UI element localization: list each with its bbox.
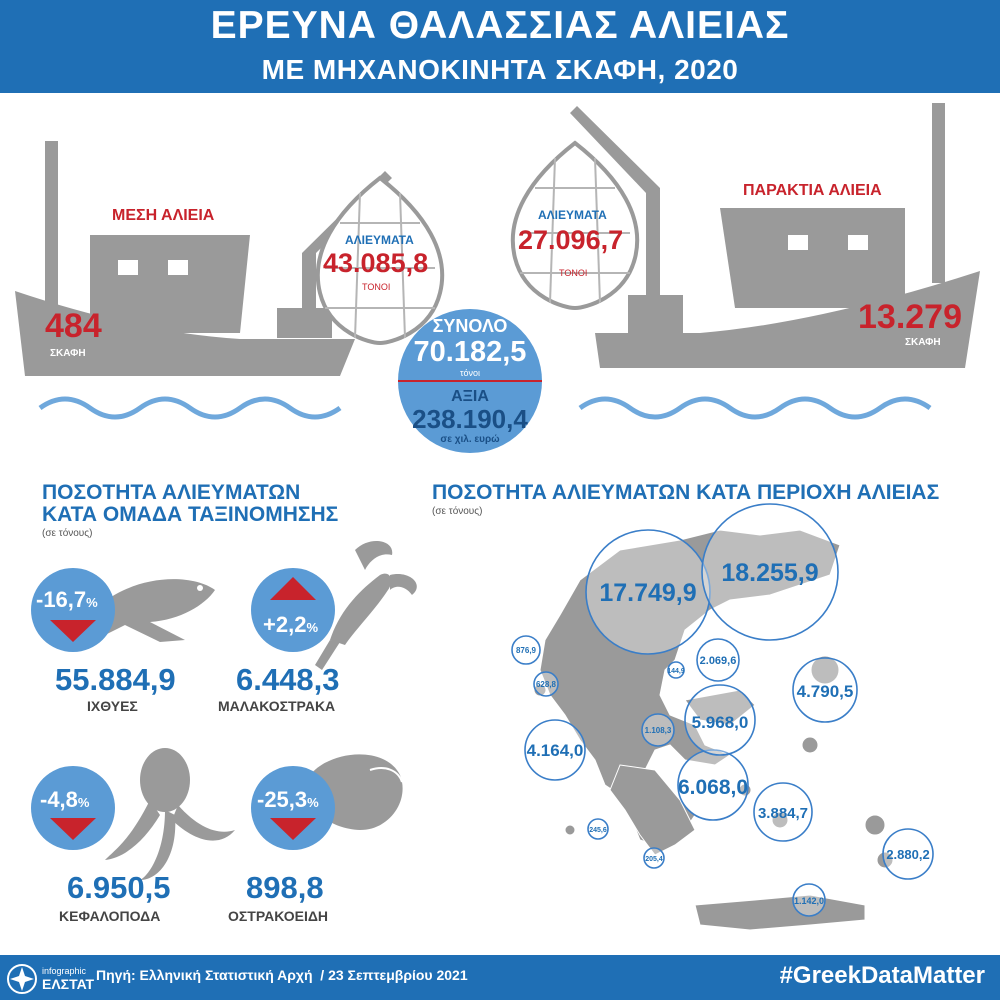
medium-vessels-unit: ΣΚΑΦΗ: [50, 348, 86, 359]
coastal-fishing-boat-icon: [570, 103, 980, 368]
change-badge-crustaceans: [251, 568, 335, 652]
region-bubble: [677, 749, 749, 821]
fish-icon: [95, 579, 215, 642]
region-bubble: [792, 883, 826, 917]
change-badge-cephalopods: [31, 766, 115, 850]
region-label: 1.142,0: [794, 896, 824, 906]
region-bubbles: [511, 503, 934, 917]
region-bubble: [882, 828, 934, 880]
region-bubble: [585, 529, 711, 655]
region-labels: 17.749,9 18.255,9 6.068,0 5.968,0 4.790,…: [516, 559, 930, 906]
region-bubble: [753, 782, 813, 842]
crustaceans-label: ΜΑΛΑΚΟΣΤΡΑΚΑ: [218, 698, 336, 714]
region-label: 1.108,3: [645, 726, 672, 735]
region-bubble: [587, 818, 609, 840]
regions-title: ΠΟΣΟΤΗΤΑ ΑΛΙΕΥΜΑΤΩΝ ΚΑΤΑ ΠΕΡΙΟΧΗ ΑΛΙΕΙΑΣ: [432, 481, 940, 504]
page-subtitle: ΜΕ ΜΗΧΑΝΟΚΙΝΗΤΑ ΣΚΑΦΗ, 2020: [261, 54, 739, 85]
region-bubble: [792, 657, 858, 723]
group-icons: [31, 540, 417, 880]
region-bubble: [643, 847, 665, 869]
region-bubble: [684, 684, 756, 756]
change-badge-shellfish: [251, 766, 335, 850]
region-label: 4.790,5: [797, 682, 854, 701]
shellfish-value: 898,8: [246, 870, 324, 905]
total-circle: [398, 309, 542, 453]
boats-illustration: [15, 103, 980, 453]
medium-fishing-boat-icon: [15, 141, 392, 376]
region-label: 2.880,2: [886, 847, 929, 862]
coastal-vessels-count: 13.279: [858, 298, 962, 336]
greece-bubble-map: 17.749,9 18.255,9 6.068,0 5.968,0 4.790,…: [511, 503, 934, 931]
groups-title-line2: ΚΑΤΑ ΟΜΑΔΑ ΤΑΞΙΝΟΜΗΣΗΣ: [42, 503, 339, 526]
coastal-fishing-label: ΠΑΡΑΚΤΙΑ ΑΛΙΕΙΑ: [743, 182, 882, 199]
fishing-net-icon: [315, 175, 445, 346]
groups-title-line1: ΠΟΣΟΤΗΤΑ ΑΛΙΕΥΜΑΤΩΝ: [42, 481, 301, 504]
region-label: 5.968,0: [692, 713, 749, 732]
total-unit: τόνοι: [459, 368, 481, 378]
medium-catch-value: 43.085,8: [323, 248, 429, 278]
cephalopods-label: ΚΕΦΑΛΟΠΟΔΑ: [59, 908, 161, 924]
value-label: ΑΞΙΑ: [451, 388, 489, 405]
shellfish-label: ΟΣΤΡΑΚΟΕΙΔΗ: [228, 908, 329, 924]
value-unit: σε χιλ. ευρώ: [440, 434, 500, 445]
region-label: 144,9: [667, 668, 685, 675]
greece-map-icon: [533, 529, 894, 931]
cephalopods-change: -4,8%: [40, 787, 90, 812]
shellfish-change: -25,3%: [257, 787, 319, 812]
groups-unit-note: (σε τόνους): [42, 528, 93, 539]
fish-value: 55.884,9: [55, 662, 176, 697]
octopus-icon: [105, 748, 235, 880]
region-bubble: [533, 671, 559, 697]
region-label: 245,6: [589, 827, 607, 834]
region-label: 3.884,7: [758, 805, 808, 822]
coastal-vessels-unit: ΣΚΑΦΗ: [905, 337, 941, 348]
region-bubble: [701, 503, 839, 641]
header-banner: [0, 0, 1000, 93]
coastal-catch-unit: ΤΟΝΟΙ: [559, 268, 588, 278]
lobster-icon: [315, 540, 417, 670]
footer-hashtag: #GreekDataMatter: [779, 962, 985, 989]
region-label: 205,4: [645, 856, 663, 863]
coastal-catch-label: ΑΛΙΕΥΜΑΤΑ: [538, 208, 607, 222]
elstat-logo-icon: [6, 963, 38, 995]
fish-change: -16,7%: [36, 587, 98, 612]
region-label: 876,9: [516, 646, 537, 655]
region-bubble: [524, 719, 586, 781]
total-value: 70.182,5: [413, 336, 527, 368]
footer-bar: [0, 955, 1000, 1000]
region-label: 628,8: [536, 680, 557, 689]
region-bubble: [511, 635, 541, 665]
medium-vessels-count: 484: [45, 307, 102, 345]
total-label: ΣΥΝΟΛΟ: [432, 316, 508, 336]
crustaceans-change: +2,2%: [263, 612, 318, 637]
fish-label: ΙΧΘΥΕΣ: [87, 698, 138, 714]
crustaceans-value: 6.448,3: [236, 662, 340, 697]
logo-sub: infographic: [42, 966, 87, 976]
region-bubble: [641, 713, 675, 747]
region-label: 4.164,0: [527, 741, 584, 760]
medium-catch-unit: ΤΟΝΟΙ: [362, 282, 391, 292]
coastal-catch-value: 27.096,7: [518, 225, 624, 255]
region-label: 2.069,6: [700, 655, 737, 667]
logo-text: ΕΛΣΤΑΤ: [42, 976, 95, 992]
fishing-net-icon: [510, 140, 640, 311]
change-badge-fish: [31, 568, 115, 652]
region-label: 17.749,9: [599, 579, 696, 607]
regions-unit-note: (σε τόνους): [432, 506, 483, 517]
wave-icon: [38, 396, 932, 420]
page-title: ΕΡΕΥΝΑ ΘΑΛΑΣΣΙΑΣ ΑΛΙΕΙΑΣ: [210, 4, 790, 47]
region-bubble: [696, 638, 740, 682]
region-label: 6.068,0: [678, 776, 748, 799]
region-label: 18.255,9: [721, 559, 818, 587]
region-bubble: [667, 661, 685, 679]
medium-catch-label: ΑΛΙΕΥΜΑΤΑ: [345, 233, 414, 247]
footer-source: Πηγή: Ελληνική Στατιστική Αρχή / 23 Σεπτ…: [96, 967, 468, 983]
medium-fishing-label: ΜΕΣΗ ΑΛΙΕΙΑ: [112, 207, 215, 224]
value-amount: 238.190,4: [412, 404, 528, 434]
cephalopods-value: 6.950,5: [67, 870, 171, 905]
